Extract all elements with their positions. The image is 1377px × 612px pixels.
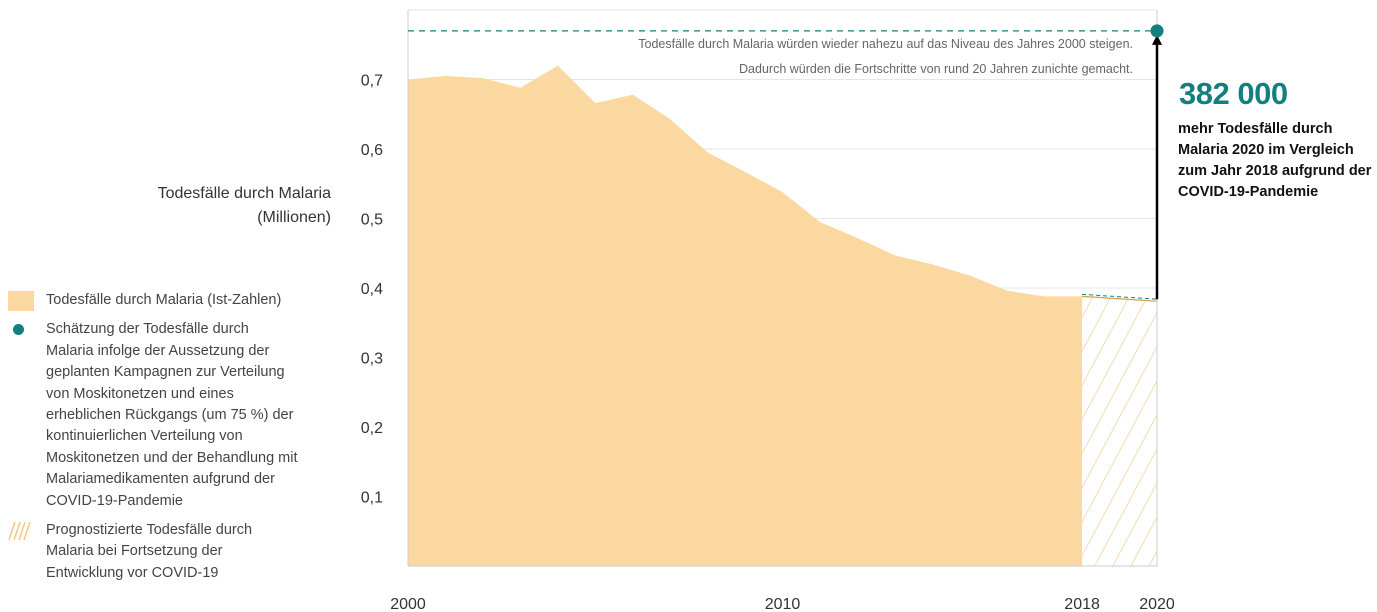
x-tick-label-2: 2018 — [1064, 596, 1100, 612]
callout-text: mehr Todesfälle durch Malaria 2020 im Ve… — [1178, 121, 1372, 200]
y-tick-label-3: 0,4 — [361, 281, 383, 298]
x-tick-label-0: 2000 — [390, 596, 426, 612]
y-tick-label-1: 0,2 — [361, 420, 383, 437]
y-tick-label-4: 0,5 — [361, 212, 383, 229]
callout-value: 382 000 — [1179, 76, 1288, 111]
estimate-2020-point — [1150, 24, 1164, 38]
legend: Todesfälle durch Malaria (Ist-Zahlen) Sc… — [8, 290, 298, 592]
y-tick-label-6: 0,7 — [361, 73, 383, 90]
legend-label-projection: Prognostizierte Todesfälle durch Malaria… — [46, 522, 253, 581]
legend-item-projection: Prognostizierte Todesfälle durch Malaria… — [8, 520, 298, 584]
increase-arrow-head — [1152, 34, 1162, 45]
actual-deaths-area — [408, 65, 1083, 566]
projection-hatched-area — [1082, 296, 1157, 566]
legend-item-actual: Todesfälle durch Malaria (Ist-Zahlen) — [8, 290, 298, 311]
x-tick-label-1: 2010 — [765, 596, 801, 612]
legend-label-actual: Todesfälle durch Malaria (Ist-Zahlen) — [46, 292, 282, 308]
baseline-dashed-line — [1082, 293, 1158, 300]
x-tick-label-3: 2020 — [1139, 596, 1175, 612]
annotation-line-1: Todesfälle durch Malaria würden wieder n… — [638, 37, 1133, 51]
legend-label-estimate: Schätzung der Todesfälle durch Malaria i… — [46, 321, 298, 509]
annotation-line-2: Dadurch würden die Fortschritte von rund… — [739, 62, 1133, 76]
y-axis-label-line-2: (Millionen) — [257, 209, 331, 226]
y-tick-label-5: 0,6 — [361, 142, 383, 159]
legend-item-estimate: Schätzung der Todesfälle durch Malaria i… — [8, 319, 298, 512]
legend-swatch-area — [8, 291, 34, 311]
y-tick-label-2: 0,3 — [361, 351, 383, 368]
legend-swatch-dot — [13, 324, 24, 336]
y-tick-label-0: 0,1 — [361, 490, 383, 507]
y-axis-label-line-1: Todesfälle durch Malaria — [158, 185, 332, 202]
legend-swatch-hatch — [8, 522, 31, 541]
projection-trend-line — [1082, 295, 1158, 302]
